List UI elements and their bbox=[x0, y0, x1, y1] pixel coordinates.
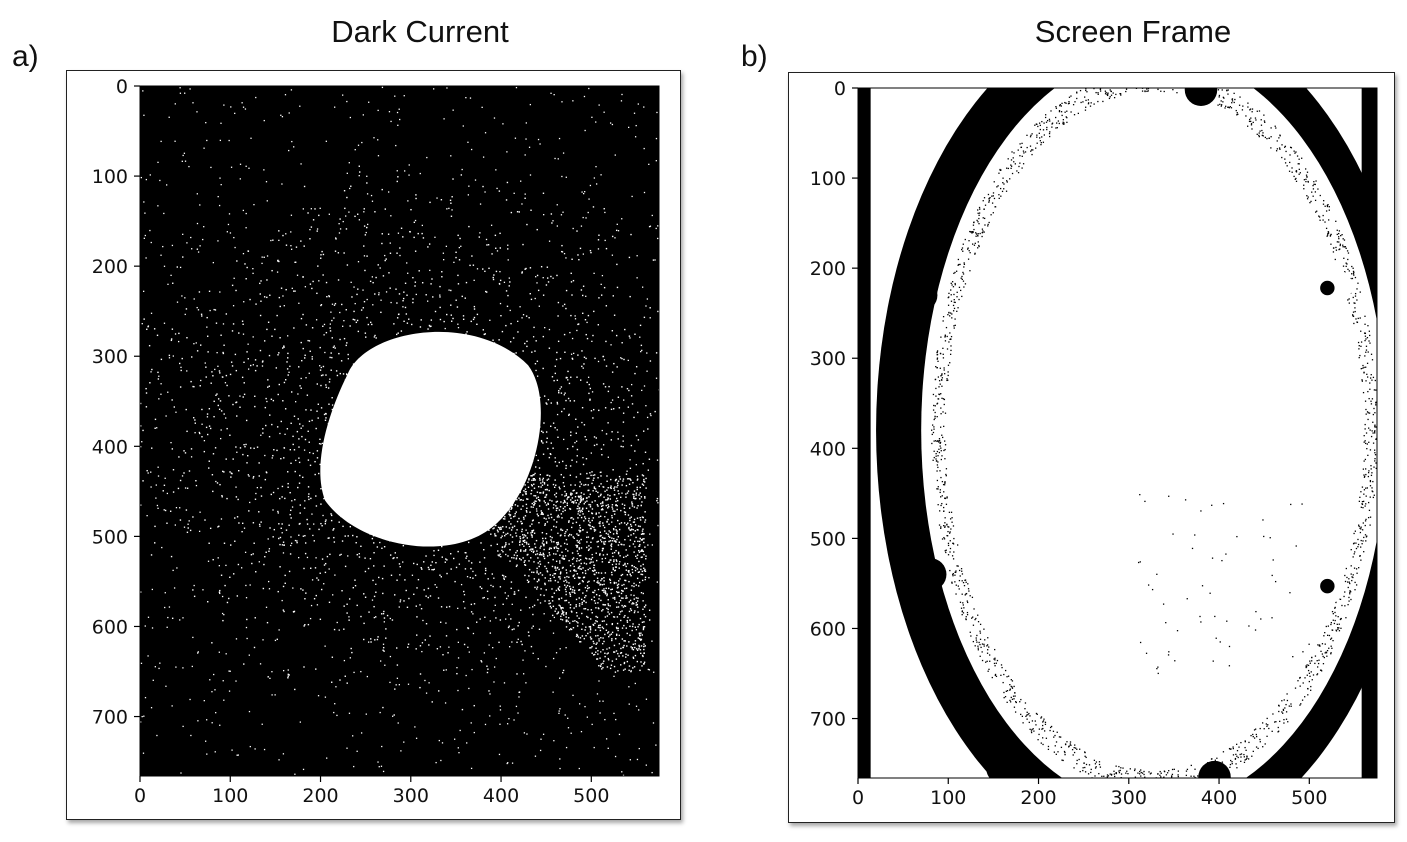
x-tick-label: 500 bbox=[1291, 787, 1327, 809]
mount-notch bbox=[1185, 74, 1217, 106]
mount-notch bbox=[914, 558, 946, 590]
x-tick-label: 0 bbox=[852, 787, 864, 809]
mount-notch bbox=[905, 279, 937, 311]
mount-hole bbox=[1320, 579, 1334, 593]
y-tick-label: 500 bbox=[810, 528, 846, 550]
y-tick-label: 100 bbox=[810, 168, 846, 190]
mount-hole bbox=[1320, 281, 1334, 295]
x-tick-label: 300 bbox=[1111, 787, 1147, 809]
x-tick-label: 200 bbox=[1020, 787, 1056, 809]
mount-notch bbox=[995, 85, 1027, 117]
y-tick-label: 600 bbox=[810, 618, 846, 640]
y-tick-label: 400 bbox=[810, 438, 846, 460]
y-tick-label: 200 bbox=[810, 258, 846, 280]
y-tick-label: 0 bbox=[834, 78, 846, 100]
x-tick-label: 100 bbox=[930, 787, 966, 809]
y-tick-label: 700 bbox=[810, 709, 846, 731]
mount-notch bbox=[986, 752, 1018, 784]
left-strip bbox=[858, 88, 871, 778]
bright-screen bbox=[921, 52, 1387, 809]
y-tick-label: 300 bbox=[810, 348, 846, 370]
screen-frame-image bbox=[858, 7, 1407, 842]
x-tick-label: 400 bbox=[1201, 787, 1237, 809]
